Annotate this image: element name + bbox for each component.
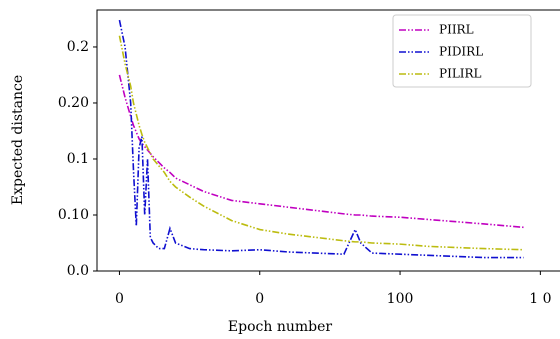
plot-frame <box>96 9 560 272</box>
legend: PIIRL PIDIRL PILIRL <box>392 14 532 88</box>
y-tick-label: 0.20 <box>58 95 89 111</box>
legend-label: PILIRL <box>439 67 482 81</box>
line <box>118 19 524 259</box>
legend-box <box>392 14 532 88</box>
x-axis-label: Epoch number <box>228 319 332 335</box>
y-axis-label: Expected distance <box>10 75 26 205</box>
x-tick-label: 100 <box>387 291 414 307</box>
legend-label: PIIRL <box>439 23 474 37</box>
y-tick-label: 0.0 <box>67 263 89 279</box>
line <box>118 35 524 251</box>
y-tick-label: 0.10 <box>58 207 89 223</box>
y-tick-label: 0.1 <box>67 151 89 167</box>
line <box>118 74 524 229</box>
x-tick-label: 0 <box>115 291 124 307</box>
x-tick-label: 1 0 <box>529 291 551 307</box>
x-tick-label: 0 <box>255 291 264 307</box>
y-tick-label: 0.2 <box>67 39 89 55</box>
legend-label: PIDIRL <box>439 45 483 59</box>
